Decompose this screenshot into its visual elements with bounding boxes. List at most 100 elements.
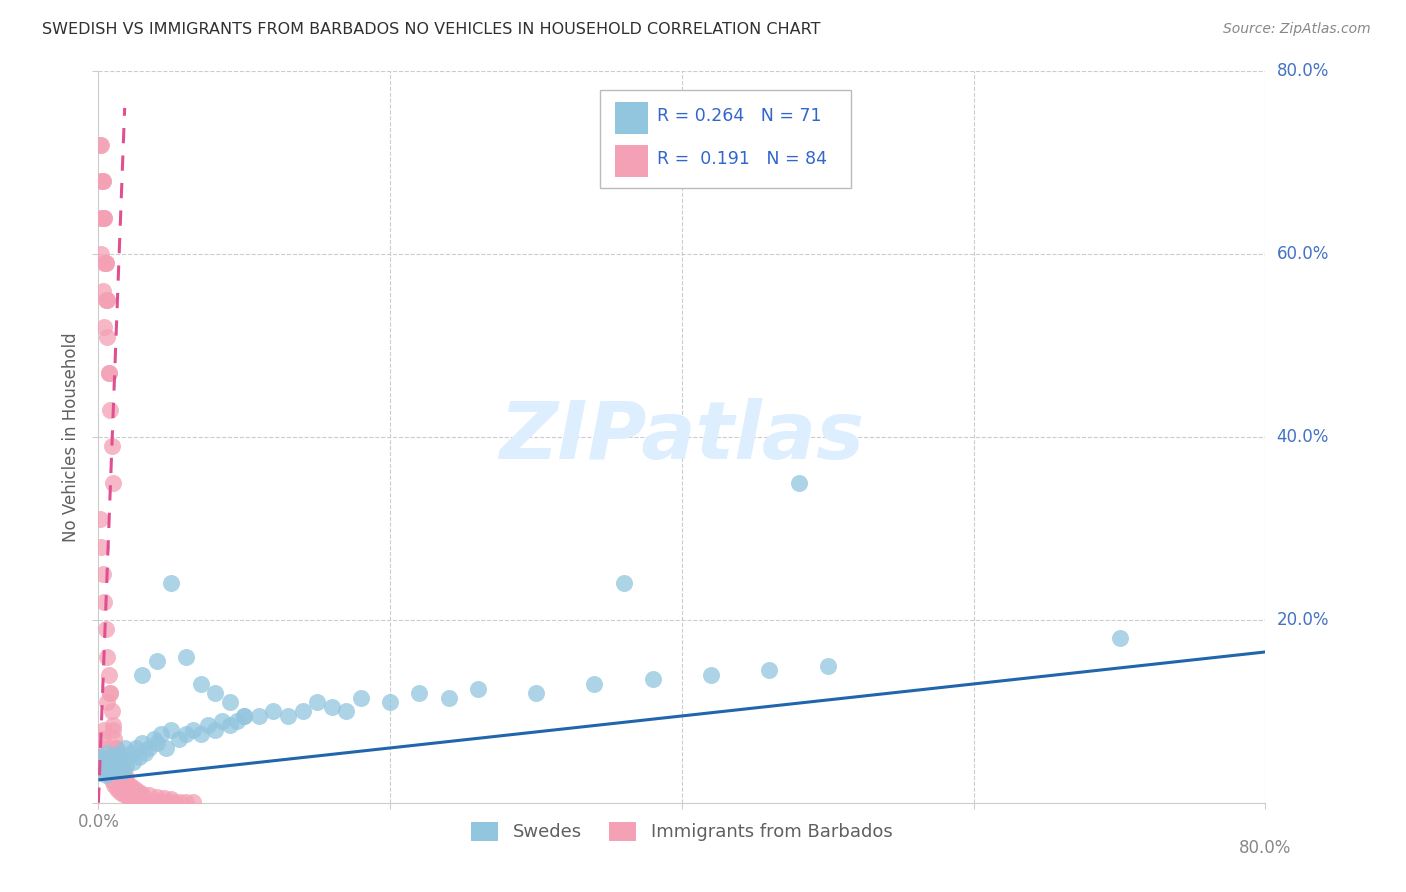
Point [143,795,166,809]
Point [146,654,169,668]
Point [93,211,115,225]
Point [190,677,212,691]
Point [277,709,299,723]
Point [98,686,121,700]
Point [101,718,124,732]
FancyBboxPatch shape [600,90,851,188]
Point [121,791,143,805]
Point [112,764,135,778]
Point [226,714,249,728]
Point [139,795,162,809]
Point [155,740,177,755]
Point [96,695,118,709]
Point [700,667,723,681]
Point [110,755,132,769]
Point [583,677,606,691]
Point [132,795,155,809]
Point [138,740,160,755]
Point [90,174,112,188]
Text: 20.0%: 20.0% [1277,611,1329,629]
Point [93,755,115,769]
Point [96,293,118,307]
Text: 80.0%: 80.0% [1277,62,1329,80]
Point [93,320,115,334]
Point [335,705,357,719]
Point [160,723,183,737]
Point [97,667,120,681]
Point [142,731,165,746]
Point [128,750,150,764]
Point [174,649,197,664]
Point [104,740,127,755]
Point [104,750,127,764]
Point [91,174,114,188]
Point [100,439,122,453]
Point [135,795,157,809]
Point [167,731,190,746]
Point [112,764,135,778]
Point [105,782,128,797]
Point [190,727,212,741]
Point [90,759,112,773]
Point [91,567,114,582]
Point [408,686,430,700]
Point [120,780,142,794]
Point [103,778,125,792]
Point [149,795,172,809]
Point [94,768,117,782]
Point [91,211,114,225]
Point [100,772,122,787]
Point [111,755,134,769]
Point [125,740,148,755]
Point [114,768,136,782]
Point [108,746,131,760]
Text: R = 0.264   N = 71: R = 0.264 N = 71 [658,107,823,125]
Point [758,663,780,677]
Point [111,759,134,773]
Point [131,787,153,801]
Point [204,686,226,700]
Point [90,137,112,152]
Point [131,736,153,750]
Point [91,284,114,298]
Point [127,793,149,807]
Point [94,293,117,307]
Point [129,794,152,808]
Point [91,764,114,778]
Point [160,792,183,806]
Point [134,746,156,760]
Point [204,723,226,737]
Point [380,695,402,709]
Point [1108,632,1130,646]
Point [150,727,173,741]
Point [307,695,329,709]
Point [157,795,180,809]
Point [131,667,153,681]
Point [112,787,135,801]
Point [124,792,146,806]
Point [197,718,219,732]
Point [104,740,127,755]
Point [120,746,142,760]
Point [153,795,176,809]
Point [247,709,270,723]
Point [218,718,240,732]
Point [96,293,118,307]
Point [94,256,117,270]
Point [94,256,117,270]
Point [218,695,240,709]
Point [321,699,343,714]
Point [211,714,233,728]
Bar [616,102,648,135]
Point [117,750,139,764]
Point [160,576,183,591]
Point [94,759,117,773]
Text: Source: ZipAtlas.com: Source: ZipAtlas.com [1223,22,1371,37]
Legend: Swedes, Immigrants from Barbados: Swedes, Immigrants from Barbados [464,814,900,848]
Point [100,705,122,719]
Text: 60.0%: 60.0% [1277,245,1329,263]
Point [98,402,121,417]
Point [101,755,124,769]
Point [90,540,112,554]
Point [93,723,115,737]
